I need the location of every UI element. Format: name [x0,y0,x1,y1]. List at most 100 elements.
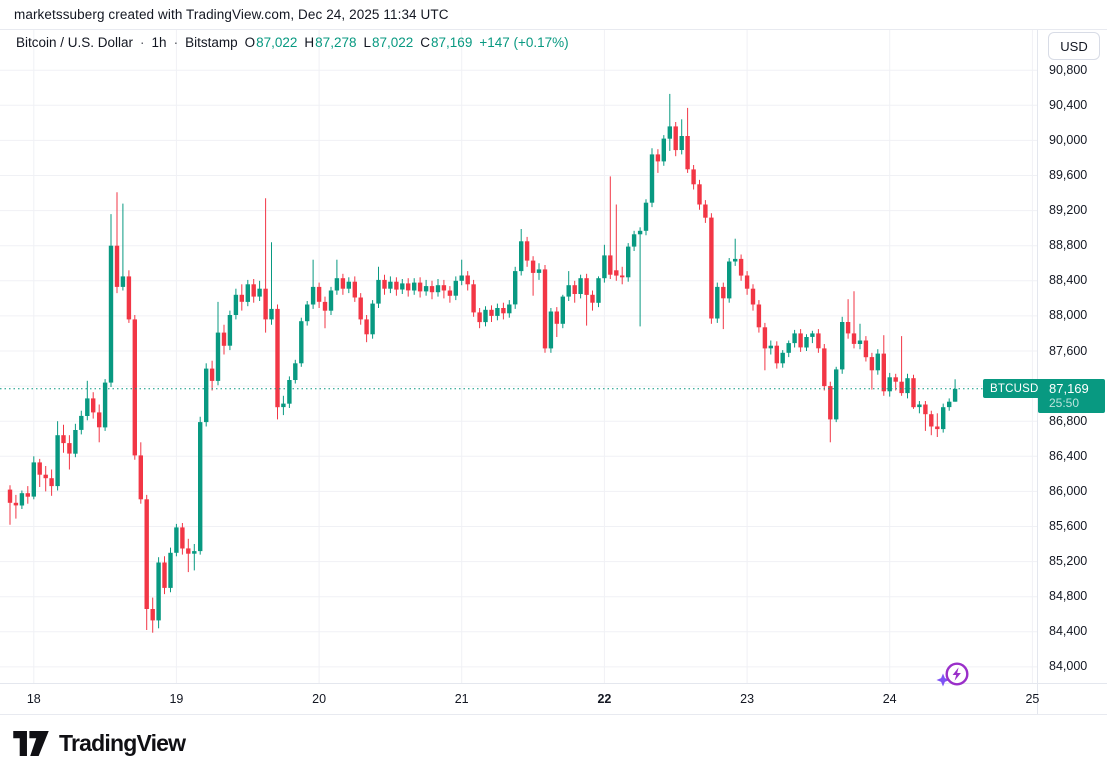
candle-body [400,283,405,290]
exchange-label: Bitstamp [185,35,238,50]
chart-canvas[interactable] [0,30,1037,683]
candle-body [703,204,708,218]
candle-body [322,301,328,311]
candle-body [560,296,565,324]
candle-body [572,285,577,294]
candle-body [447,290,453,296]
time-tick-label: 21 [454,692,469,706]
candle-body [108,245,114,383]
currency-usd-button[interactable]: USD [1048,32,1100,60]
candle-body [423,286,429,292]
candle-body [762,327,768,349]
price-tick-label: 89,200 [1049,203,1088,218]
candle-body [138,455,143,500]
candle-body [13,502,19,506]
price-tick-label: 90,800 [1049,62,1088,77]
price-tick-label: 86,800 [1049,413,1088,428]
candle-body [649,154,655,203]
time-tick-label: 24 [882,692,897,706]
candle-body [221,332,227,346]
candle-body [97,412,102,428]
candle-body [727,261,732,299]
candle-body [245,284,250,302]
candle-body [828,386,833,420]
price-tick-label: 87,600 [1049,343,1088,358]
candle-body [340,278,346,289]
candle-body [661,138,666,162]
candle-body [144,499,149,609]
candle-body [251,284,256,297]
price-tick-label: 90,400 [1049,97,1088,112]
candle-body [316,286,322,302]
ohlc-high: H 87,278 [304,35,357,50]
candle-body [596,278,601,303]
candle-body [554,311,559,324]
candle-body [816,333,821,349]
price-tick-label: 84,000 [1049,659,1088,674]
candle-body [721,286,726,299]
candle-body [352,281,357,298]
legend-separator: · [140,35,145,50]
candle-body [548,311,554,349]
candle-body [435,285,441,293]
candle-body [477,312,482,323]
candle-body [132,319,137,456]
price-tick-label: 88,000 [1049,308,1088,323]
candle-body [239,294,244,302]
time-axis[interactable]: 18 19 20 21 22 23 24 25 [0,683,1040,714]
candle-body [49,478,54,487]
price-line-symbol-label: BTCUSD [983,379,1046,399]
candle-body [73,430,78,454]
last-price-value: 87,169 [1049,381,1089,397]
widget-bottom-border [0,714,1107,715]
candle-body [590,294,595,303]
candle-body [227,315,233,346]
candle-body [192,551,197,554]
candle-body [911,378,916,408]
candle-body [738,258,744,276]
interval-label: 1h [151,35,167,50]
candle-body [744,275,750,289]
candle-body [887,377,892,392]
candle-body [810,333,815,337]
candle-body [673,126,678,151]
candle-body [441,285,447,291]
candle-body [204,368,209,423]
symbol-title: Bitcoin / U.S. Dollar [16,35,134,50]
candle-body [947,401,952,408]
attribution-text: marketssuberg created with TradingView.c… [14,7,449,22]
candle-body [43,474,48,479]
price-tick-label: 86,400 [1049,448,1088,463]
tradingview-logo-mark [13,731,49,756]
candle-body [310,286,316,305]
candle-body [79,415,84,430]
candle-body [804,337,809,348]
candle-body [67,443,72,454]
candle-body [37,462,42,475]
candle-body [691,169,696,185]
symbol-legend: Bitcoin / U.S. Dollar · 1h · Bitstamp O … [16,35,569,50]
candle-body [382,279,387,289]
candle-body [293,363,298,380]
candle-body [513,271,518,305]
candle-body [186,548,191,554]
candle-body [180,527,185,549]
legend-separator: · [173,35,179,50]
candle-body [198,422,203,552]
candle-body [263,288,268,320]
price-axis[interactable]: USD 84,000 84,400 84,800 85,200 85,600 86,000… [1038,30,1107,683]
ohlc-close: C 87,169 [420,35,473,50]
price-tick-label: 90,000 [1049,132,1088,147]
candle-body [845,322,851,334]
price-tick-label: 84,400 [1049,624,1088,639]
change-label: +147 (+0.17%) [479,35,569,50]
candle-body [162,562,167,588]
candle-body [608,255,613,275]
candle-body [643,202,649,231]
candle-body [299,321,304,364]
candle-body [91,398,96,413]
tradingview-logo[interactable]: TradingView [13,730,186,757]
candle-body [150,609,155,621]
time-tick-label: 22 [597,692,612,706]
